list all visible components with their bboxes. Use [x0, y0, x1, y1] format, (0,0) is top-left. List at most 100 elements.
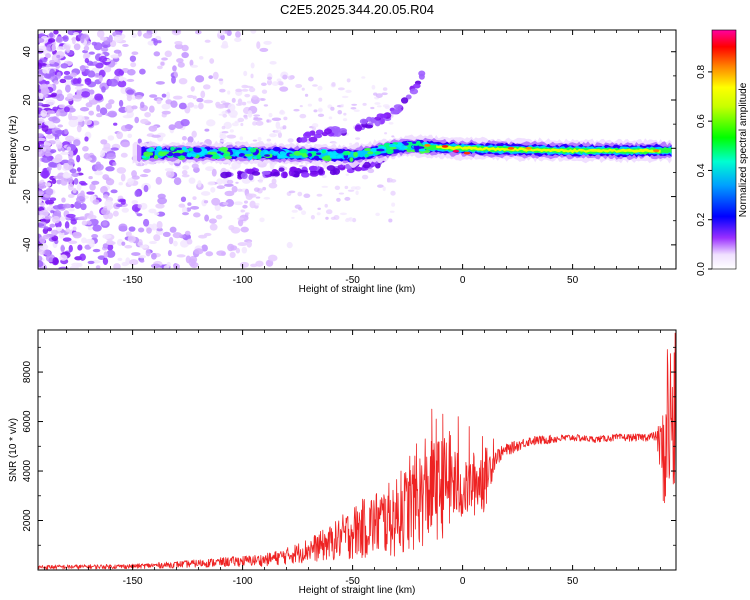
ridge-blob — [323, 157, 332, 162]
ridge-blob — [146, 148, 155, 153]
spectrogram-noise-blob — [350, 106, 357, 110]
spectrogram-noise-blob — [212, 71, 219, 80]
spectrogram-noise-blob — [113, 122, 118, 126]
spectrogram-noise-blob — [144, 111, 151, 118]
spectrogram-noise-blob — [106, 249, 116, 258]
spectrogram-noise-blob — [121, 261, 129, 267]
spectrogram-noise-blob — [279, 86, 289, 92]
spectrogram-noise-blob — [180, 196, 187, 203]
spectrogram-noise-blob — [344, 196, 351, 201]
spectrogram-branch-blob — [331, 129, 338, 134]
spectrogram-noise-blob — [232, 165, 237, 171]
spectrogram-noise-blob — [68, 208, 75, 212]
spectrogram-noise-blob — [205, 166, 215, 172]
spectrogram-noise-blob — [143, 168, 151, 174]
colorbar: 0.0 0.2 0.4 0.6 0.8 Normalized spectral ampl… — [696, 29, 749, 276]
spectrogram-noise-blob — [134, 95, 143, 100]
spectrogram-noise-blob — [45, 198, 50, 205]
spectrogram-branch-blob — [393, 104, 403, 109]
spectrogram-noise-blob — [56, 163, 62, 171]
spectrogram-noise-blob — [193, 212, 201, 218]
spectrogram-noise-blob — [248, 193, 257, 198]
spectrogram-noise-blob — [55, 129, 65, 135]
spectrogram-noise-blob — [231, 97, 236, 103]
spectrogram-noise-blob — [351, 103, 358, 106]
spectrogram-noise-blob — [62, 35, 69, 42]
spectrogram-noise-blob — [40, 109, 48, 117]
spectrogram-noise-blob — [79, 107, 90, 112]
ridge-blob — [367, 151, 374, 155]
snr-frame — [37, 329, 677, 571]
spectrogram-noise-blob — [46, 166, 52, 171]
spectrogram-noise-blob — [231, 122, 239, 127]
spectrogram-noise-blob — [82, 146, 89, 152]
spectrogram-branch-blob — [248, 174, 254, 181]
ridge-blob — [299, 148, 308, 154]
spectrogram-noise-blob — [241, 246, 248, 254]
spectrogram-noise-blob — [147, 40, 155, 46]
spectrogram-noise-blob — [100, 139, 108, 145]
spectrogram-noise-blob — [94, 73, 101, 77]
spectrogram-noise-blob — [301, 87, 305, 91]
spectrogram-noise-blob — [303, 164, 308, 168]
spectrogram-noise-blob — [74, 86, 83, 90]
spectrogram-noise-blob — [198, 102, 204, 110]
spectrogram-noise-blob — [155, 176, 162, 185]
spectrogram-noise-blob — [211, 168, 217, 177]
spectrogram-noise-blob — [219, 88, 226, 93]
spectrogram-noise-blob — [170, 100, 178, 108]
spectrogram-noise-blob — [118, 99, 124, 107]
spectrogram-noise-blob — [84, 78, 92, 86]
spectrogram-noise-blob — [203, 200, 209, 204]
ridge-blob — [311, 151, 317, 154]
spectrogram-noise-blob — [207, 181, 216, 186]
spectrogram-noise-blob — [116, 131, 124, 140]
spectrogram-noise-blob — [287, 138, 294, 143]
spectrogram-noise-blob — [50, 210, 55, 214]
spectrogram-noise-blob — [81, 220, 88, 226]
spectrogram-noise-blob — [190, 205, 200, 210]
spectrogram-noise-blob — [131, 170, 137, 178]
spectrogram-branch-blob — [338, 127, 348, 134]
spectrogram-noise-blob — [250, 30, 257, 34]
spectrogram-noise-blob — [145, 249, 151, 257]
spectrogram-noise-blob — [80, 190, 85, 198]
spectrogram-noise-blob — [153, 38, 158, 46]
ridge-blob — [293, 150, 302, 156]
spectrogram-noise-blob — [216, 178, 223, 185]
spectrogram-noise-blob — [44, 249, 51, 256]
spectrogram-noise-blob — [137, 30, 142, 37]
spectrogram-noise-blob — [181, 51, 189, 59]
spectrogram-branch-blob — [251, 171, 261, 176]
spectrogram-noise-blob — [40, 170, 50, 178]
spectrogram-noise-blob — [72, 187, 77, 194]
spectrogram-noise-blob — [384, 132, 388, 135]
spectrogram-branch-blob — [405, 94, 412, 100]
spectrogram-noise-blob — [138, 255, 147, 259]
spectrogram-noise-blob — [98, 75, 103, 82]
spectrogram-noise-blob — [291, 216, 295, 219]
spectrogram-noise-blob — [139, 174, 149, 178]
spectrogram-noise-blob — [143, 184, 149, 193]
spectrogram-branch-blob — [362, 161, 371, 169]
spectrogram-noise-blob — [139, 259, 145, 263]
spectrogram-noise-blob — [156, 227, 163, 232]
spectrogram-noise-blob — [122, 43, 129, 47]
spectrogram-noise-blob — [96, 104, 101, 112]
spectrogram-noise-blob — [250, 73, 254, 79]
spectrogram-noise-blob — [223, 121, 232, 130]
spectrogram-noise-blob — [271, 178, 277, 185]
spectrogram-noise-blob — [195, 75, 205, 83]
spectrogram-noise-blob — [204, 214, 210, 222]
spectrogram-noise-blob — [156, 98, 162, 105]
ridge-blob — [191, 153, 197, 157]
spectrogram-noise-blob — [235, 181, 239, 184]
spectrogram-noise-blob — [181, 174, 190, 178]
spectrogram-noise-blob — [134, 116, 140, 124]
ridge-blob — [313, 155, 320, 160]
spectrogram-noise-blob — [101, 47, 109, 52]
spectrogram-noise-blob — [299, 113, 307, 119]
snr-x-ticks: -150 -100 -50 0 50 — [44, 330, 661, 587]
spectrogram-noise-blob — [174, 40, 183, 45]
spectrogram-noise-blob — [45, 53, 52, 59]
